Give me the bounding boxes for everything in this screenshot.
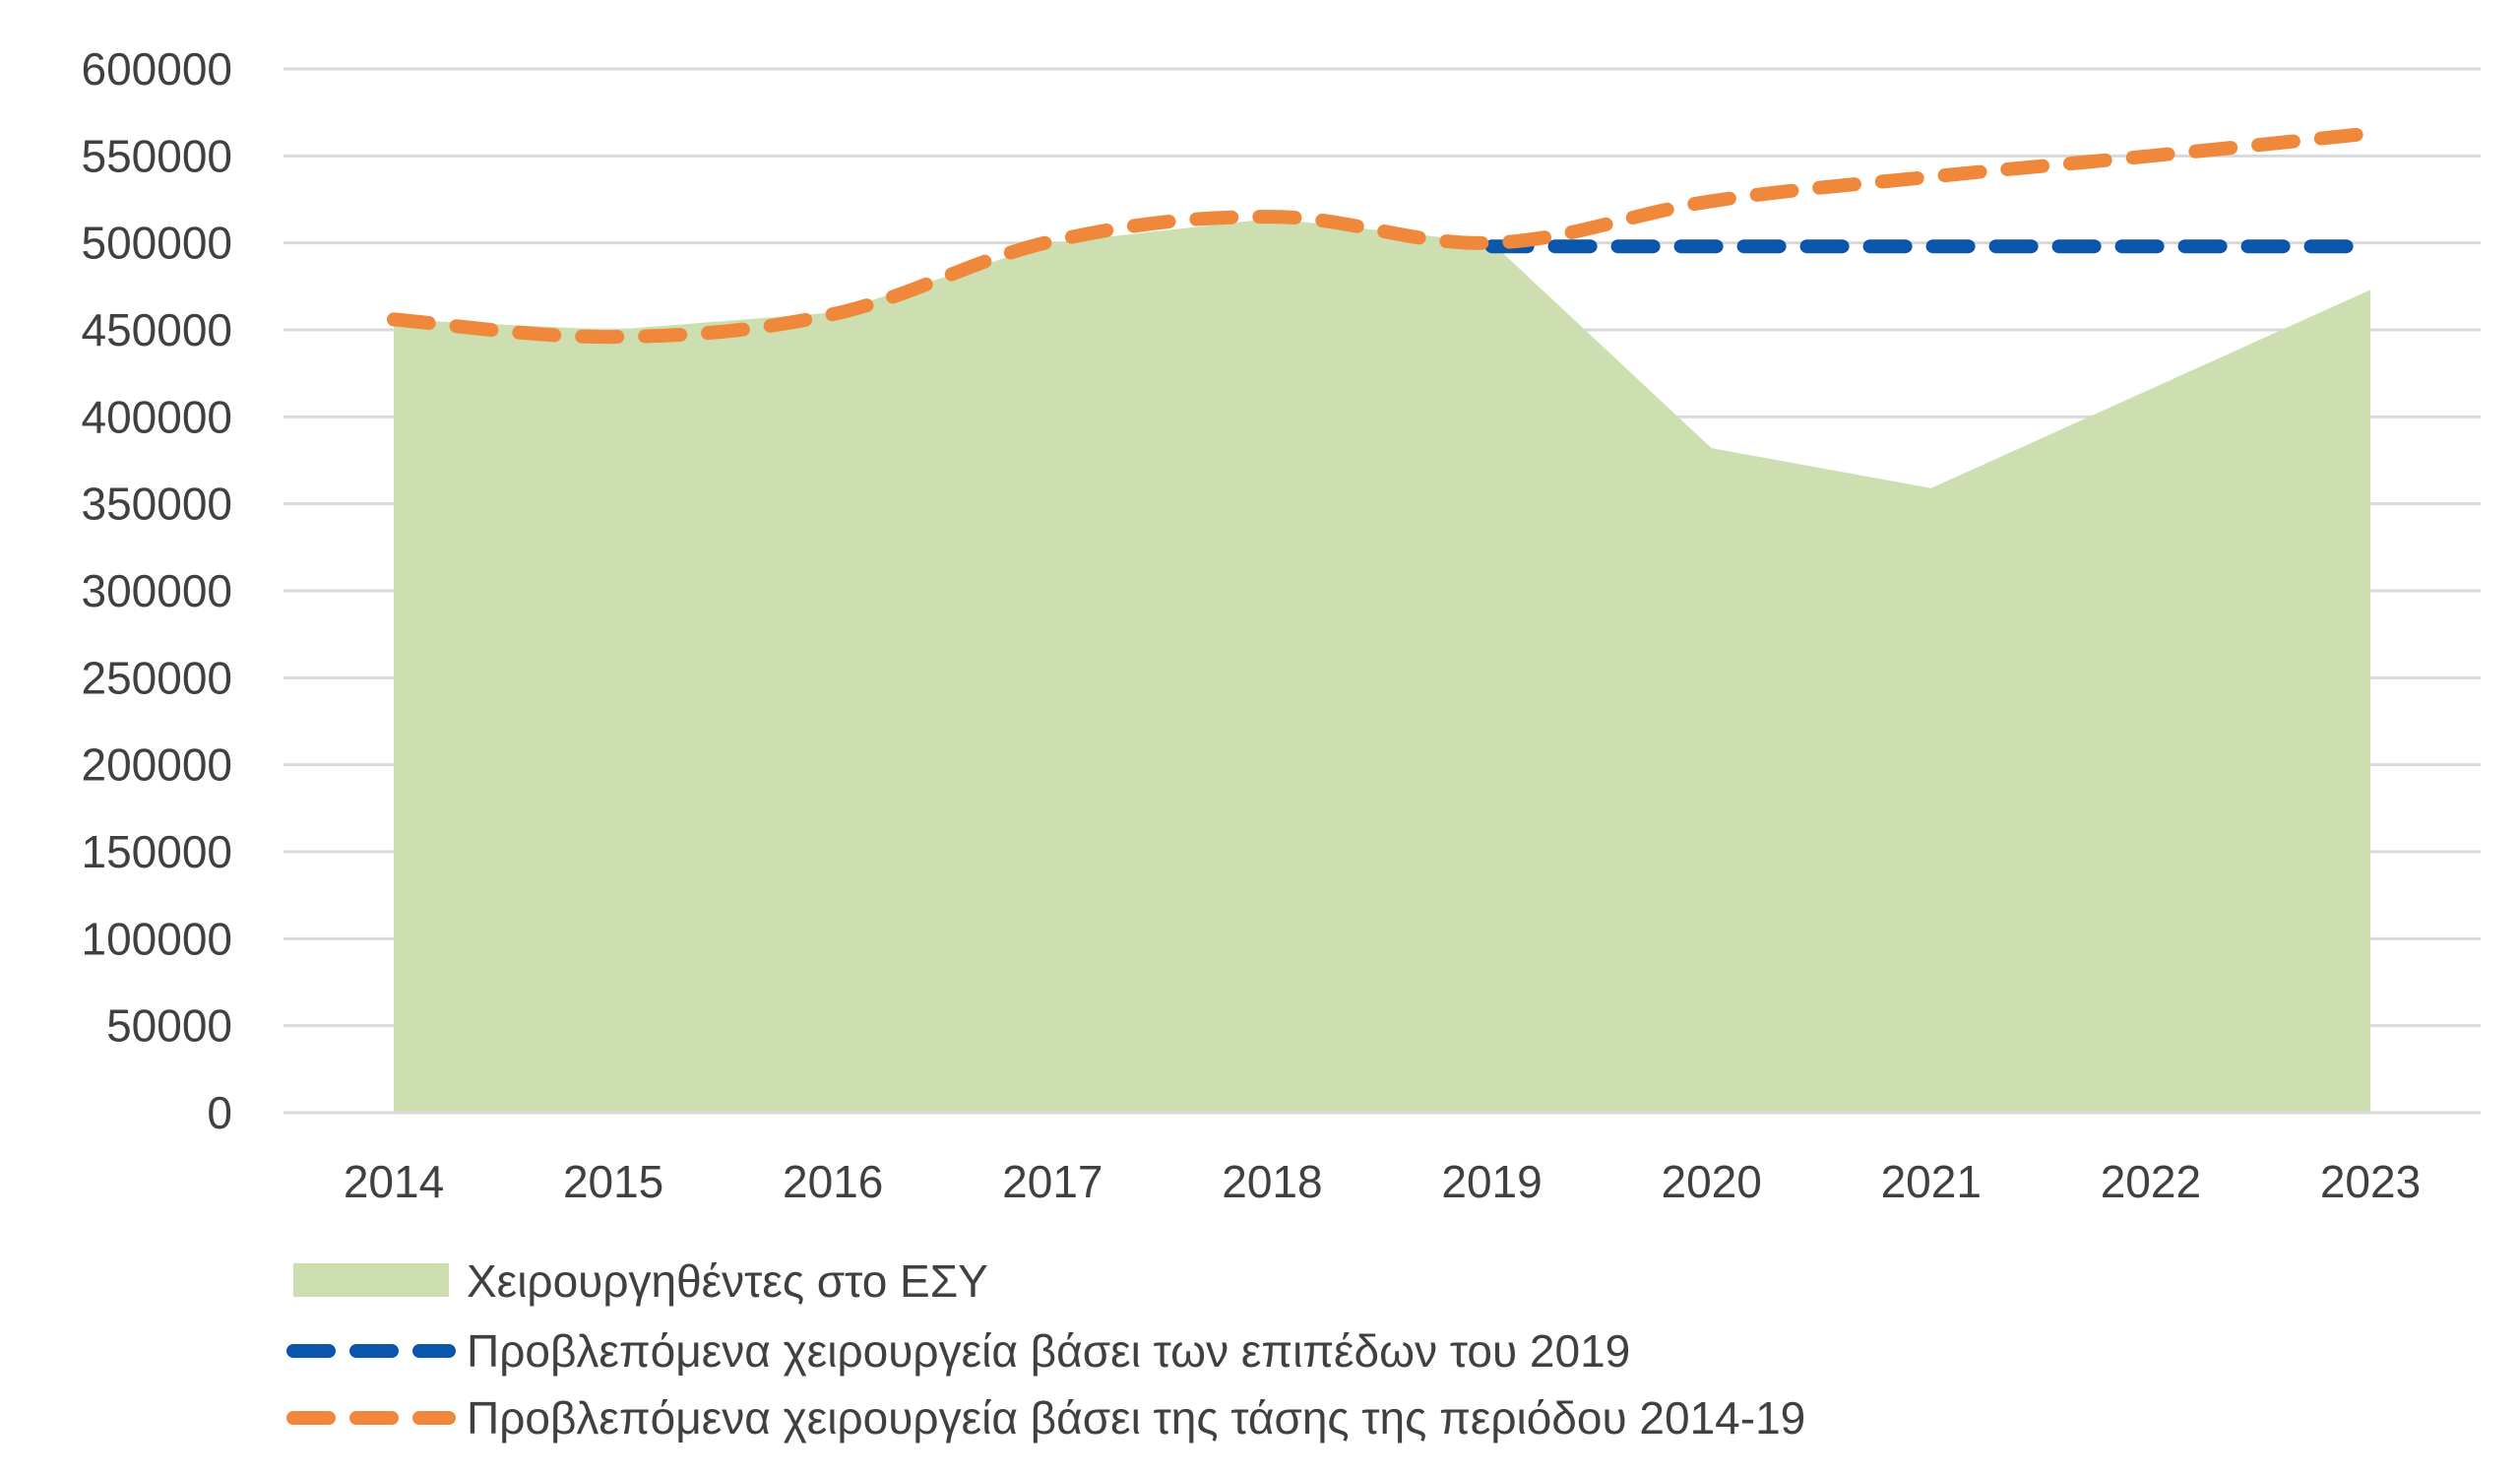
- legend: Χειρουργηθέντες στο ΕΣΥ Προβλεπόμενα χει…: [286, 1255, 1805, 1444]
- area-series-hospitalized: [394, 218, 2370, 1113]
- x-tick-label: 2019: [1441, 1156, 1542, 1207]
- x-tick-label: 2020: [1661, 1156, 1761, 1207]
- y-tick-label: 350000: [82, 479, 233, 530]
- y-tick-label: 50000: [106, 1000, 232, 1052]
- area-series-layer: [394, 218, 2370, 1113]
- y-tick-label: 550000: [82, 130, 233, 181]
- x-tick-label: 2021: [1881, 1156, 1982, 1207]
- y-tick-label: 250000: [82, 652, 233, 703]
- x-tick-label: 2023: [2320, 1156, 2421, 1207]
- x-tick-label: 2017: [1002, 1156, 1102, 1207]
- legend-label-trend: Προβλεπόμενα χειρουργεία βάσει της τάσης…: [467, 1392, 1805, 1444]
- x-tick-label: 2022: [2101, 1156, 2201, 1207]
- legend-item-trend: Προβλεπόμενα χειρουργεία βάσει της τάσης…: [286, 1392, 1805, 1444]
- x-tick-label: 2016: [783, 1156, 883, 1207]
- legend-swatch-area: [293, 1263, 449, 1297]
- y-tick-label: 500000: [82, 218, 233, 269]
- y-tick-label: 600000: [82, 43, 233, 95]
- legend-item-area: Χειρουργηθέντες στο ΕΣΥ: [293, 1255, 988, 1307]
- y-tick-label: 400000: [82, 391, 233, 442]
- y-tick-label: 0: [207, 1087, 232, 1138]
- x-tick-label: 2018: [1222, 1156, 1322, 1207]
- y-tick-label: 450000: [82, 304, 233, 355]
- y-tick-label: 100000: [82, 913, 233, 964]
- axes: 0 50000 100000 150000 200000 250000 300000 3500…: [82, 43, 2481, 1207]
- legend-label-2019-levels: Προβλεπόμενα χειρουργεία βάσει των επιπέ…: [467, 1325, 1630, 1377]
- y-tick-label: 200000: [82, 739, 233, 791]
- legend-item-2019-levels: Προβλεπόμενα χειρουργεία βάσει των επιπέ…: [286, 1325, 1630, 1377]
- x-tick-label: 2015: [563, 1156, 663, 1207]
- y-tick-label: 300000: [82, 565, 233, 616]
- x-tick-label: 2014: [344, 1156, 444, 1207]
- line-series-trend-2014-19: [387, 126, 2377, 345]
- legend-label-area: Χειρουργηθέντες στο ΕΣΥ: [467, 1255, 988, 1307]
- y-tick-label: 150000: [82, 826, 233, 877]
- line-series-layer: [387, 126, 2377, 345]
